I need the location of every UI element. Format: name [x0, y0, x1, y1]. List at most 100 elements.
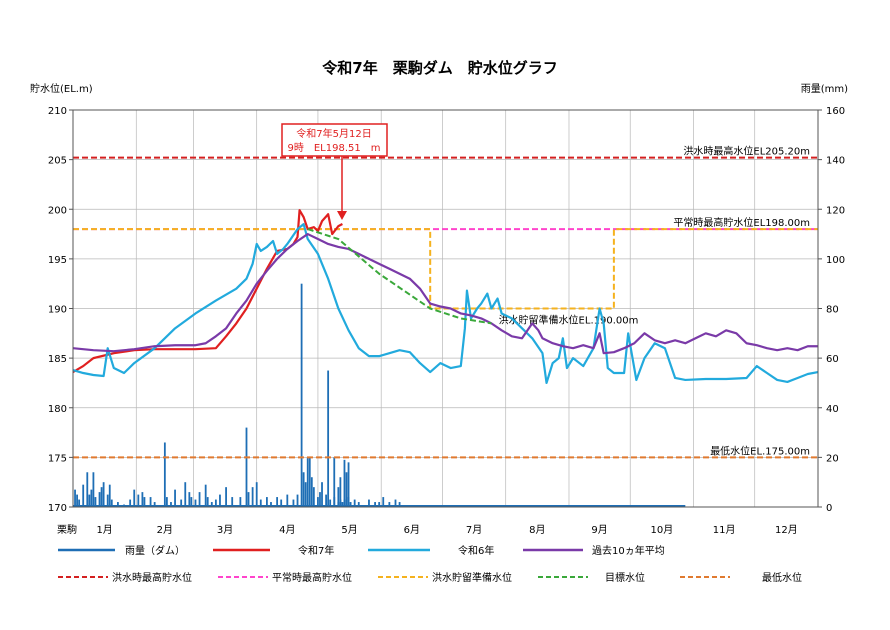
rain-bar — [388, 502, 391, 507]
rain-bar — [259, 499, 262, 507]
annotation-arrowhead — [337, 211, 347, 220]
rain-bar — [88, 494, 91, 507]
rain-bar — [214, 499, 217, 507]
rain-bar — [106, 494, 109, 507]
rain-bar — [292, 499, 295, 507]
grid-layer — [73, 109, 818, 508]
y-tick-label-left: 195 — [48, 255, 67, 266]
rain-bar — [129, 499, 132, 507]
y-tick-label-right: 160 — [826, 106, 845, 117]
legend-label-r7: 令和7年 — [298, 544, 334, 557]
rain-bar — [357, 502, 360, 507]
rain-bar — [210, 502, 213, 507]
rain-bar — [308, 457, 311, 507]
month-label: 9月 — [591, 524, 607, 536]
rain-bar — [206, 497, 209, 507]
rain-bar — [374, 502, 376, 507]
month-label: 4月 — [279, 524, 295, 536]
reference-lines: 洪水時最高水位EL205.20m 平常時最高貯水位EL198.00m 最低水位EL.… — [73, 145, 818, 459]
series-line — [72, 209, 343, 373]
rain-bar — [286, 494, 289, 507]
rain-bar — [184, 482, 187, 507]
rain-bar — [255, 482, 258, 507]
y-tick-label-left: 175 — [48, 453, 67, 464]
rain-bar — [133, 489, 136, 507]
y-tick-label-right: 100 — [826, 255, 845, 266]
rain-bar — [319, 492, 321, 507]
rain-bar — [231, 497, 234, 507]
rain-bar — [321, 482, 323, 507]
rain-bar — [92, 472, 95, 507]
rain-bar — [188, 492, 191, 507]
legend-label-flood-max: 洪水時最高貯水位 — [112, 571, 192, 584]
series-lines — [72, 209, 819, 385]
rain-bar — [110, 499, 113, 507]
y-tick-label-left: 200 — [48, 205, 67, 216]
rain-bar — [163, 442, 166, 507]
rain-bar — [276, 497, 279, 507]
rain-bar — [317, 497, 319, 507]
legend-label-min: 最低水位 — [762, 571, 802, 584]
month-label: 8月 — [529, 524, 545, 536]
y-tick-label-right: 20 — [826, 453, 839, 464]
month-label: 12月 — [775, 524, 798, 536]
month-label: 10月 — [650, 524, 673, 536]
rain-bar — [82, 484, 85, 507]
legend-label-normal-max: 平常時最高貯水位 — [272, 571, 352, 584]
rain-bar — [343, 459, 346, 507]
series-line — [72, 223, 819, 385]
rain-bar — [198, 492, 201, 507]
rain-bar — [368, 499, 370, 507]
y-tick-label-left: 205 — [48, 156, 67, 167]
rain-bar — [345, 472, 348, 507]
axes: 170 175 180 185 190 195 200 205 210 0 20 40 60 80 100 1… — [48, 106, 845, 536]
rain-bar — [341, 502, 344, 507]
rain-bar — [219, 494, 221, 507]
rain-bar — [90, 489, 93, 507]
rain-bar — [225, 487, 227, 507]
reference-line-label: 洪水時最高水位EL205.20m — [683, 145, 810, 158]
month-label: 1月 — [96, 524, 112, 536]
month-label: 11月 — [713, 524, 736, 536]
reference-line-label: 最低水位EL.175.00m — [710, 444, 810, 457]
rain-bar — [165, 497, 168, 507]
y-tick-label-right: 60 — [826, 354, 839, 365]
month-label: 5月 — [341, 524, 357, 536]
left-axis-label: 貯水位(EL.m) — [30, 82, 93, 95]
rain-bar — [78, 499, 81, 507]
chart-title: 令和7年 栗駒ダム 貯水位グラフ — [322, 59, 557, 77]
rain-bar — [86, 472, 89, 507]
rain-bar — [141, 492, 144, 507]
rain-bar — [398, 502, 401, 507]
y-tick-label-right: 80 — [826, 305, 839, 316]
rain-bar — [349, 502, 352, 507]
rain-bar — [239, 497, 242, 507]
rain-bar — [117, 502, 119, 507]
rain-bar — [245, 427, 248, 507]
rain-bar — [76, 494, 78, 507]
right-axis-label: 雨量(mm) — [801, 83, 848, 95]
rain-bar — [329, 499, 332, 507]
annotation-box — [281, 123, 388, 157]
rain-bar — [300, 283, 303, 507]
rain-bar — [266, 497, 268, 507]
rain-bar — [170, 502, 172, 507]
rain-bar — [149, 497, 152, 507]
rain-bar — [325, 494, 327, 507]
y-tick-label-right: 0 — [826, 503, 832, 514]
series-line — [307, 228, 492, 325]
rain-bar — [204, 484, 207, 507]
rain-bar — [180, 499, 183, 507]
rain-bar — [382, 497, 385, 507]
legend-label-avg: 過去10ヵ年平均 — [592, 544, 665, 557]
rain-bar — [143, 497, 146, 507]
rain-bar — [306, 457, 309, 507]
legend-label-flood-prep: 洪水貯留準備水位 — [432, 571, 512, 584]
rain-bar — [339, 477, 342, 507]
legend-label-rain: 雨量（ダム） — [125, 544, 185, 557]
reference-line-label: 平常時最高貯水位EL198.00m — [673, 216, 810, 229]
rain-bar — [98, 492, 101, 507]
rain-bar — [353, 499, 356, 507]
rain-bar — [102, 482, 105, 507]
